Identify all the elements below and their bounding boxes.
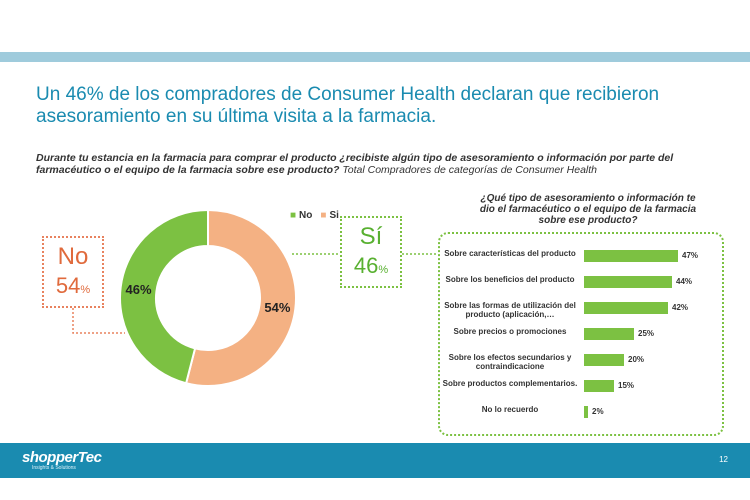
bar-value-label: 15%: [618, 381, 635, 390]
shoppertec-logo: shopperTec: [22, 449, 102, 466]
callout-si-value: 46%: [342, 252, 400, 284]
page-title: Un 46% de los compradores de Consumer He…: [36, 84, 726, 128]
legend-swatch-no: ■: [290, 210, 297, 221]
bar: [584, 250, 678, 262]
bar-category-label: Sobre las formas de utilización del prod…: [444, 301, 576, 319]
bar-value-label: 25%: [638, 329, 655, 338]
donut-slice-no: [184, 208, 297, 387]
callout-no-unit: %: [80, 284, 91, 296]
legend-item-si: ■ Si: [320, 210, 339, 221]
callout-no-label: No: [57, 243, 89, 270]
survey-question: Durante tu estancia en la farmacia para …: [36, 152, 726, 176]
bar-value-label: 44%: [676, 277, 693, 286]
bar-category-label: No lo recuerdo: [481, 405, 539, 414]
bar-category-label: Sobre los beneficios del producto: [445, 275, 575, 284]
bar: [584, 328, 634, 340]
callout-si-label: Sí: [359, 223, 383, 250]
advice-type-panel: [438, 232, 724, 436]
callout-si-unit: %: [378, 264, 389, 276]
question-text: Durante tu estancia en la farmacia para …: [36, 152, 674, 176]
bar-category-label: Sobre características del producto: [444, 249, 576, 258]
bar: [584, 406, 588, 418]
title-line-1: Un 46% de los compradores de Consumer He…: [36, 84, 660, 105]
bar-value-label: 42%: [672, 303, 689, 312]
donut-label-no: 54%: [264, 300, 290, 315]
question-base: Total Compradores de categorías de Consu…: [339, 164, 598, 176]
bar-value-label: 2%: [592, 407, 604, 416]
bar: [584, 276, 672, 288]
donut-label-si: 46%: [126, 282, 152, 297]
legend-label-no: No: [299, 210, 313, 221]
callout-no-number: 54: [55, 273, 81, 298]
bar: [584, 380, 614, 392]
donut-slice-si: [119, 208, 209, 385]
page-number: 12: [719, 455, 728, 464]
callout-no: No 54%: [42, 236, 104, 308]
callout-no-value: 54%: [44, 272, 102, 304]
footer-bar: [0, 443, 750, 478]
callout-si-number: 46: [353, 253, 379, 278]
panel-title: ¿Qué tipo de asesoramiento o información…: [478, 193, 698, 226]
legend-swatch-si: ■: [320, 210, 327, 221]
bar-value-label: 47%: [682, 251, 699, 260]
bar: [584, 354, 624, 366]
legend-item-no: ■ No: [290, 210, 312, 221]
bar-category-label: Sobre precios o promociones: [453, 327, 567, 336]
chart-legend: ■ No ■ Si: [290, 210, 339, 221]
bar-category-label: Sobre productos complementarios.: [442, 379, 578, 388]
bar: [584, 302, 668, 314]
logo-tagline: Insights & Solutions: [32, 465, 76, 471]
legend-label-si: Si: [329, 210, 339, 221]
bar-value-label: 20%: [628, 355, 645, 364]
top-band: [0, 52, 750, 62]
bar-category-label: Sobre los efectos secundarios y contrain…: [448, 353, 572, 371]
callout-si: Sí 46%: [340, 216, 402, 288]
title-line-2: asesoramiento en su última visita a la f…: [36, 106, 437, 127]
